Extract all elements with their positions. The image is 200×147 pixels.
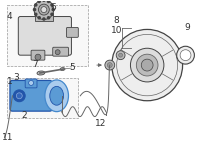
Text: 2: 2 (21, 111, 27, 120)
FancyBboxPatch shape (10, 80, 52, 111)
Circle shape (16, 93, 22, 99)
Circle shape (177, 46, 194, 64)
FancyBboxPatch shape (25, 79, 37, 88)
Circle shape (47, 16, 50, 20)
Circle shape (50, 12, 54, 16)
Circle shape (34, 12, 38, 16)
Circle shape (130, 48, 164, 82)
FancyBboxPatch shape (31, 50, 45, 60)
Circle shape (41, 7, 47, 13)
Circle shape (38, 4, 49, 15)
Circle shape (42, 0, 46, 2)
Text: 5: 5 (70, 63, 75, 72)
Text: 6: 6 (51, 3, 57, 12)
FancyBboxPatch shape (7, 5, 88, 66)
Circle shape (136, 54, 158, 76)
Text: 9: 9 (185, 23, 190, 32)
Circle shape (119, 53, 123, 57)
Circle shape (29, 80, 34, 85)
Ellipse shape (60, 68, 65, 71)
Circle shape (47, 0, 50, 3)
FancyBboxPatch shape (53, 47, 68, 56)
Text: 1: 1 (7, 77, 12, 86)
Circle shape (33, 8, 36, 11)
FancyBboxPatch shape (18, 17, 71, 55)
Text: 8: 8 (114, 16, 120, 25)
Circle shape (42, 17, 46, 21)
Ellipse shape (50, 86, 64, 105)
Ellipse shape (45, 80, 68, 112)
Circle shape (112, 29, 183, 101)
Ellipse shape (37, 71, 45, 75)
Circle shape (37, 16, 41, 20)
Circle shape (51, 8, 55, 11)
Circle shape (37, 0, 41, 3)
Circle shape (180, 50, 191, 61)
Circle shape (116, 51, 125, 60)
FancyBboxPatch shape (67, 27, 78, 37)
Circle shape (34, 0, 54, 20)
Text: 10: 10 (111, 26, 122, 35)
FancyBboxPatch shape (7, 78, 78, 118)
Text: 7: 7 (32, 60, 38, 69)
Text: 12: 12 (95, 119, 107, 128)
Text: 4: 4 (7, 12, 12, 21)
Text: 3: 3 (13, 74, 19, 82)
Circle shape (55, 50, 60, 55)
Circle shape (35, 54, 41, 60)
Circle shape (141, 59, 153, 71)
Circle shape (13, 90, 25, 102)
Circle shape (107, 63, 112, 68)
Bar (35, 13, 53, 20)
Circle shape (105, 60, 115, 70)
Text: 11: 11 (2, 133, 13, 142)
Circle shape (50, 3, 54, 7)
Circle shape (34, 3, 38, 7)
